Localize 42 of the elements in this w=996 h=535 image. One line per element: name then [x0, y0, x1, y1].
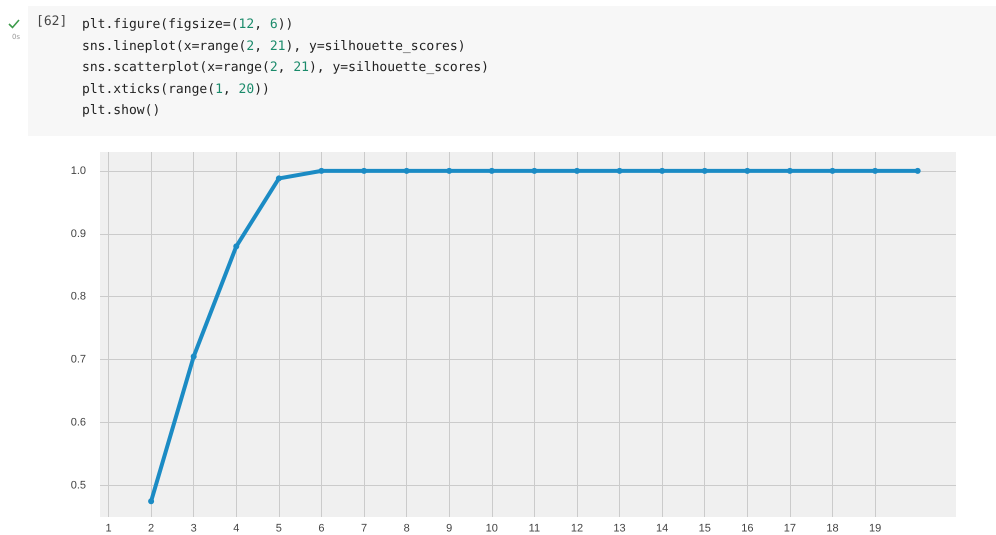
- x-tick-label: 15: [698, 522, 711, 534]
- x-tick-label: 4: [233, 522, 240, 534]
- text: plt.figure(figsize=(12, 6)): [82, 17, 294, 32]
- text: sns.scatterplot(x=range(2, 21), y=silhouette_scores): [82, 60, 489, 75]
- text: plt.show(): [82, 103, 160, 118]
- x-tick-label: 1: [105, 522, 112, 534]
- x-tick-label: 14: [656, 522, 668, 534]
- x-tick-label: 13: [613, 522, 626, 534]
- x-tick-label: 18: [826, 522, 839, 534]
- point: [148, 498, 154, 504]
- point: [446, 168, 452, 174]
- x-tick-label: 10: [486, 522, 498, 534]
- x-tick-label: 11: [528, 522, 540, 534]
- x-tick-label: 5: [276, 522, 282, 534]
- y-tick-label: 0.6: [70, 416, 86, 429]
- point: [233, 243, 240, 250]
- x-tick-label: 16: [741, 522, 754, 534]
- x-tick-label: 19: [868, 522, 882, 534]
- point: [914, 168, 921, 174]
- text: sns.lineplot(x=range(2, 21), y=silhouette_scores): [82, 38, 466, 54]
- x-tick-label: 8: [404, 522, 410, 534]
- x-tick-label: 9: [446, 522, 452, 534]
- point: [744, 168, 750, 174]
- y-tick-label: 0.5: [70, 480, 86, 492]
- y-tick-label: 0.7: [70, 354, 86, 366]
- x-tick-label: 7: [360, 522, 368, 534]
- point: [276, 175, 282, 182]
- text: [62]: [36, 14, 68, 29]
- point: [702, 168, 708, 174]
- point: [830, 168, 836, 174]
- x-tick-label: 6: [318, 522, 325, 534]
- x-tick-label: 12: [570, 522, 584, 534]
- point: [318, 168, 324, 174]
- x-tick-label: 3: [190, 522, 197, 534]
- x-tick-label: 17: [784, 522, 796, 534]
- text: plt.xticks(range(1, 20)): [82, 82, 270, 96]
- x-tick-label: 2: [148, 522, 154, 534]
- y-tick-label: 0.9: [70, 228, 86, 240]
- point: [190, 354, 197, 360]
- y-tick-label: 0.8: [70, 290, 86, 303]
- y-tick-label: 1.0: [70, 164, 86, 177]
- point: [488, 168, 495, 174]
